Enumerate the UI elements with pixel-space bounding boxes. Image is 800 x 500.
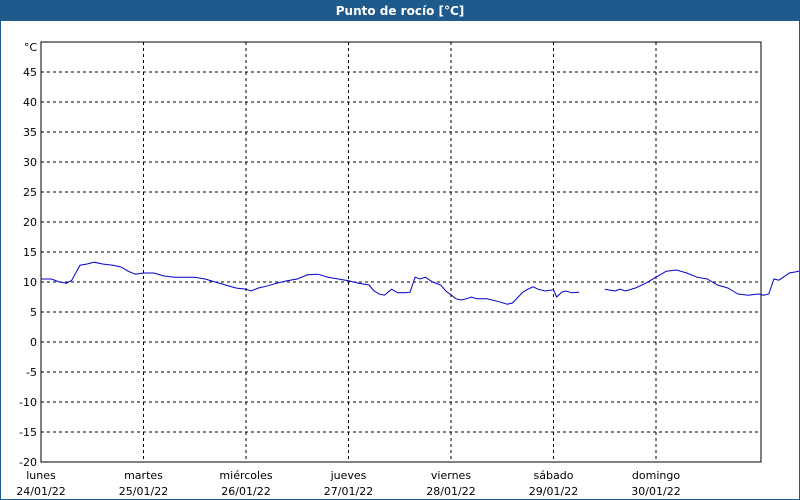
y-tick-label: 15 [23, 246, 37, 259]
x-tick-date: 29/01/22 [529, 485, 578, 498]
y-tick-label: -15 [19, 426, 37, 439]
y-tick-label: 10 [23, 276, 37, 289]
y-tick-label: -20 [19, 456, 37, 469]
x-tick-day: jueves [330, 469, 367, 482]
y-tick-label: 30 [23, 156, 37, 169]
x-tick-day: viernes [431, 469, 471, 482]
y-tick-label: 5 [30, 306, 37, 319]
x-tick-date: 24/01/22 [16, 485, 65, 498]
y-unit-label: °C [24, 41, 38, 54]
dew-point-line [41, 261, 580, 305]
y-tick-label: 20 [23, 216, 37, 229]
chart-title: Punto de rocío [°C] [1, 1, 799, 21]
x-tick-day: sábado [534, 469, 574, 482]
y-tick-label: 25 [23, 186, 37, 199]
y-tick-label: 40 [23, 96, 37, 109]
x-tick-date: 30/01/22 [631, 485, 680, 498]
x-tick-day: miércoles [219, 469, 272, 482]
x-tick-date: 27/01/22 [324, 485, 373, 498]
x-tick-date: 28/01/22 [426, 485, 475, 498]
x-tick-day: martes [124, 469, 163, 482]
x-tick-day: lunes [26, 469, 56, 482]
x-tick-date: 25/01/22 [119, 485, 168, 498]
x-tick-date: 26/01/22 [221, 485, 270, 498]
y-tick-label: 35 [23, 126, 37, 139]
y-tick-label: 0 [30, 336, 37, 349]
dew-point-line [604, 269, 799, 296]
y-tick-label: 45 [23, 66, 37, 79]
y-tick-label: -10 [19, 396, 37, 409]
y-tick-label: -5 [26, 366, 37, 379]
x-tick-day: domingo [632, 469, 680, 482]
